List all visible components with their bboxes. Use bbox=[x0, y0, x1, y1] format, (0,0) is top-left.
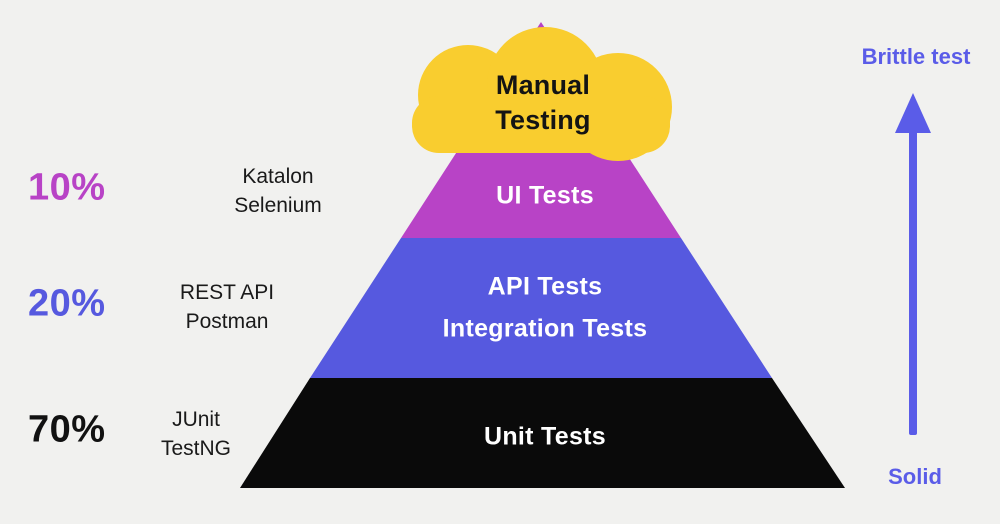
api-tests-percent: 20% bbox=[28, 282, 106, 325]
pyramid-layer-unit-tests bbox=[240, 378, 845, 488]
tool-testng: TestNG bbox=[160, 437, 232, 460]
api-tests-tools: REST API Postman bbox=[180, 278, 274, 336]
axis-bottom-label: Solid bbox=[888, 464, 942, 489]
cloud-title: Manual Testing bbox=[495, 68, 590, 138]
cloud-title-line2: Testing bbox=[495, 105, 591, 135]
integration-tests-label: Integration Tests bbox=[442, 314, 648, 343]
ui-tests-percent: 10% bbox=[28, 166, 106, 209]
unit-tests-tools: JUnit TestNG bbox=[161, 405, 231, 463]
unit-tests-label: Unit Tests bbox=[484, 422, 606, 451]
tool-katalon: Katalon bbox=[242, 165, 314, 188]
ui-tests-tools: Katalon Selenium bbox=[234, 162, 322, 220]
tool-postman: Postman bbox=[185, 310, 269, 333]
tool-selenium: Selenium bbox=[234, 194, 322, 217]
pyramid-layer-api-tests bbox=[310, 238, 772, 378]
unit-tests-percent: 70% bbox=[28, 408, 106, 451]
ui-tests-label: UI Tests bbox=[496, 181, 594, 210]
cloud-title-line1: Manual bbox=[495, 70, 591, 100]
cloud-icon bbox=[412, 27, 672, 161]
tool-rest-api: REST API bbox=[179, 281, 275, 304]
axis-top-label: Brittle test bbox=[861, 44, 971, 69]
arrow-up-icon bbox=[895, 93, 931, 435]
tool-junit: JUnit bbox=[172, 408, 220, 431]
api-tests-label: API Tests bbox=[487, 272, 603, 301]
